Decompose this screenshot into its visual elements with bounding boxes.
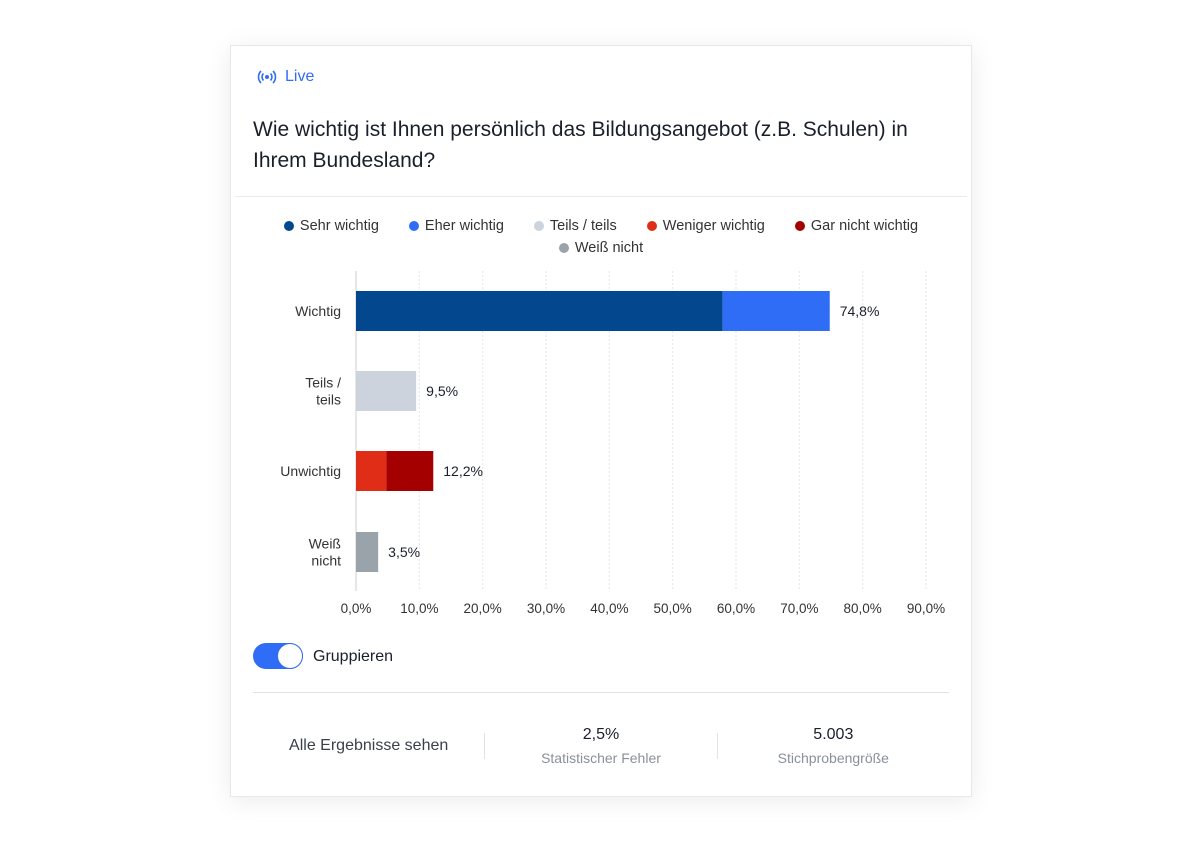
question-title: Wie wichtig ist Ihnen persönlich das Bil… — [253, 118, 908, 172]
legend-swatch — [558, 243, 569, 253]
legend-label: Sehr wichtig — [299, 218, 379, 234]
x-tick-label: 40,0% — [590, 601, 628, 616]
group-toggle-label: Gruppieren — [313, 648, 394, 665]
x-tick-label: 0,0% — [341, 601, 372, 616]
legend-label: Weiß nicht — [574, 240, 644, 256]
x-tick-label: 30,0% — [527, 601, 565, 616]
x-tick-label: 50,0% — [654, 601, 692, 616]
bar-chart: 0,0% 10,0% 20,0% 30,0% 40,0% 50,0% 60,0% 70,0% 8… — [280, 271, 945, 616]
data-label: 12,2% — [443, 463, 483, 479]
legend-item[interactable]: Eher wichtig — [408, 218, 504, 234]
bar-segment — [356, 371, 417, 411]
legend-swatch — [408, 221, 419, 231]
legend-swatch — [533, 221, 544, 231]
category-label: Teils / teils — [305, 375, 341, 408]
data-label: 9,5% — [426, 383, 458, 399]
legend-item[interactable]: Sehr wichtig — [283, 218, 379, 234]
category-label: Wichtig — [295, 303, 341, 319]
category-label: Unwichtig — [280, 463, 341, 479]
toggle-knob[interactable] — [277, 643, 303, 669]
footer: Alle Ergebnisse sehen 2,5% Statistischer … — [253, 706, 949, 786]
survey-card: Live Wie wichtig ist Ihnen persönlich da… — [230, 45, 972, 797]
divider — [716, 733, 718, 759]
live-indicator: Live — [257, 68, 314, 86]
legend-swatch — [646, 221, 657, 231]
bar-segment — [356, 532, 379, 572]
legend-label: Gar nicht wichtig — [810, 218, 919, 234]
legend-label: Eher wichtig — [424, 218, 504, 234]
x-tick-label: 10,0% — [400, 601, 438, 616]
error-value: 2,5% — [582, 726, 620, 743]
divider — [235, 196, 967, 197]
category-label: Weiß nicht — [309, 536, 342, 569]
sample-label: Stichprobengröße — [777, 750, 889, 766]
x-tick-label: 80,0% — [844, 601, 882, 616]
x-tick-label: 70,0% — [780, 601, 818, 616]
legend-label: Teils / teils — [549, 218, 617, 234]
all-results-link[interactable]: Alle Ergebnisse sehen — [289, 737, 449, 754]
legend-label: Weniger wichtig — [662, 218, 765, 234]
sample-value: 5.003 — [813, 726, 854, 743]
legend-item[interactable]: Weiß nicht — [558, 240, 644, 256]
bar-segment — [356, 291, 723, 331]
x-tick-label: 90,0% — [907, 601, 945, 616]
data-label: 74,8% — [840, 303, 880, 319]
legend-item[interactable]: Teils / teils — [533, 218, 617, 234]
x-tick-label: 20,0% — [464, 601, 502, 616]
bar-segment — [722, 291, 830, 331]
bar-segment — [356, 451, 387, 491]
broadcast-icon — [257, 70, 277, 84]
bar-segment — [386, 451, 434, 491]
divider — [484, 733, 486, 759]
error-label: Statistischer Fehler — [541, 750, 661, 766]
legend-item[interactable]: Gar nicht wichtig — [794, 218, 919, 234]
data-label: 3,5% — [388, 544, 420, 560]
live-label: Live — [285, 68, 315, 85]
x-tick-label: 60,0% — [717, 601, 755, 616]
chart-legend: Sehr wichtig Eher wichtig Teils / teils Wen… — [231, 218, 971, 262]
legend-swatch — [283, 221, 294, 231]
legend-item[interactable]: Weniger wichtig — [646, 218, 765, 234]
legend-swatch — [794, 221, 805, 231]
group-toggle[interactable] — [253, 643, 303, 669]
divider — [253, 692, 949, 693]
